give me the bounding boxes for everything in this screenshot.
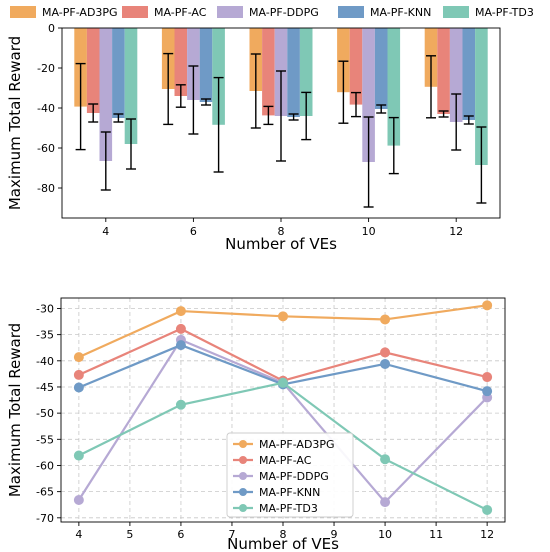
data-point xyxy=(73,450,84,461)
bar xyxy=(187,28,200,100)
x-tick-label: 4 xyxy=(102,225,109,238)
legend-marker xyxy=(239,488,247,496)
legend-entry: MA-PF-DDPG xyxy=(249,6,319,19)
legend-entry: MA-PF-AD3PG xyxy=(42,6,118,19)
data-point xyxy=(277,311,288,322)
bar xyxy=(462,28,476,120)
y-tick-label: -45 xyxy=(36,381,54,394)
x-tick-label: 10 xyxy=(362,225,376,238)
y-tick-label: 0 xyxy=(48,22,55,35)
bar xyxy=(262,28,275,116)
data-point xyxy=(175,399,186,410)
legend-entry: MA-PF-TD3 xyxy=(475,6,534,19)
legend-marker xyxy=(239,440,247,448)
y-axis-label: Maximum Total Reward xyxy=(6,36,24,210)
x-tick-label: 8 xyxy=(280,528,287,541)
bar xyxy=(86,28,100,113)
legend-swatch xyxy=(217,6,243,18)
data-point xyxy=(380,454,391,465)
bar xyxy=(349,28,363,105)
line-chart: -30 -35 -40 -45 -50 -55 -60 -65 -70 4 5 6 7 8 9 10 11 12 N… xyxy=(6,297,506,552)
x-tick-label: 12 xyxy=(480,528,494,541)
y-tick-label: -20 xyxy=(37,62,55,75)
legend-entry: MA-PF-AC xyxy=(154,6,207,19)
data-point xyxy=(175,323,186,334)
data-point xyxy=(73,369,84,380)
data-point xyxy=(380,497,391,508)
y-tick-label: -60 xyxy=(36,459,54,472)
legend-entry: MA-PF-DDPG xyxy=(259,470,329,483)
x-tick-label: 11 xyxy=(429,528,443,541)
data-point xyxy=(277,377,288,388)
x-tick-label: 4 xyxy=(75,528,82,541)
legend-marker xyxy=(239,504,247,512)
bar xyxy=(99,28,113,161)
legend-entry: MA-PF-TD3 xyxy=(259,502,318,515)
y-tick-label: -80 xyxy=(37,182,55,195)
y-tick-label: -50 xyxy=(36,407,54,420)
data-point xyxy=(73,495,84,506)
data-point xyxy=(482,372,493,383)
data-point xyxy=(175,306,186,317)
legend-marker xyxy=(239,456,247,464)
bar xyxy=(362,28,375,162)
bar xyxy=(475,28,488,165)
legend-entry: MA-PF-AC xyxy=(259,454,312,467)
bar xyxy=(112,28,125,118)
x-tick-label: 7 xyxy=(228,528,235,541)
data-point xyxy=(482,504,493,515)
x-axis-label: Number of VEs xyxy=(225,235,337,253)
x-tick-label: 8 xyxy=(278,225,285,238)
bar xyxy=(449,28,463,122)
data-point xyxy=(73,352,84,363)
data-point xyxy=(482,386,493,397)
data-point xyxy=(175,340,186,351)
y-tick-label: -30 xyxy=(36,302,54,315)
y-tick-label: -40 xyxy=(37,102,55,115)
data-point xyxy=(73,382,84,393)
y-tick-label: -35 xyxy=(36,329,54,342)
bar xyxy=(374,28,388,109)
y-tick-label: -60 xyxy=(37,142,55,155)
bar xyxy=(287,28,300,117)
bar xyxy=(337,28,350,93)
y-tick-label: -65 xyxy=(36,486,54,499)
legend-box xyxy=(226,432,354,518)
legend-entry: MA-PF-AD3PG xyxy=(259,438,335,451)
legend-entry: MA-PF-KNN xyxy=(370,6,431,19)
x-tick-label: 12 xyxy=(449,225,463,238)
x-tick-label: 5 xyxy=(126,528,133,541)
bar xyxy=(199,28,213,102)
data-point xyxy=(482,300,493,311)
bar xyxy=(212,28,225,125)
data-point xyxy=(380,347,391,358)
x-tick-label: 10 xyxy=(378,528,392,541)
bar-chart: 0 -20 -40 -60 -80 4 6 8 10 12 Number of VEs Maximum… xyxy=(6,6,534,253)
data-point xyxy=(380,358,391,369)
y-tick-label: -40 xyxy=(36,355,54,368)
legend-swatch xyxy=(338,6,364,18)
legend-marker xyxy=(239,472,247,480)
bar xyxy=(174,28,188,96)
bar xyxy=(387,28,401,146)
x-tick-label: 9 xyxy=(331,528,338,541)
legend-swatch xyxy=(443,6,469,18)
data-point xyxy=(380,314,391,325)
x-tick-label: 6 xyxy=(177,528,184,541)
x-tick-label: 6 xyxy=(190,225,197,238)
legend-swatch xyxy=(10,6,36,18)
legend-swatch xyxy=(122,6,148,18)
y-tick-label: -55 xyxy=(36,433,54,446)
legend-entry: MA-PF-KNN xyxy=(259,486,320,499)
bar xyxy=(299,28,313,116)
y-tick-label: -70 xyxy=(36,512,54,525)
x-axis-label: Number of VEs xyxy=(227,535,339,552)
bar xyxy=(124,28,138,144)
y-axis-label: Maximum Total Reward xyxy=(6,323,24,497)
bar xyxy=(437,28,450,114)
